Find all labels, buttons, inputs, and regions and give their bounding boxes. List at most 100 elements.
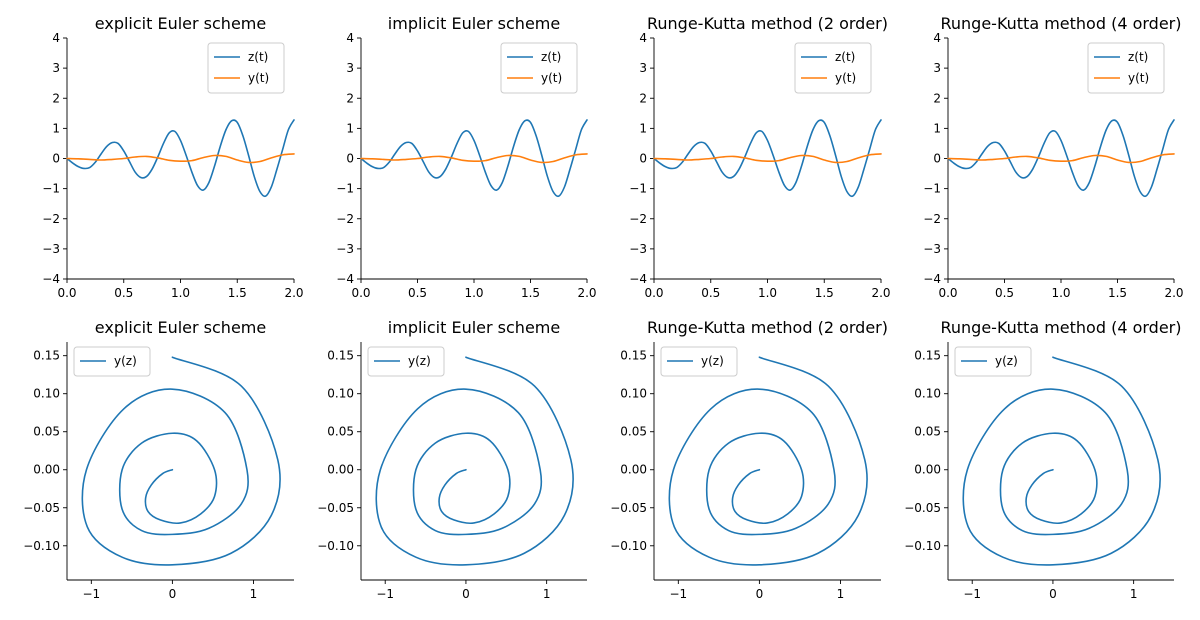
y-tick-label: 2 — [639, 91, 647, 105]
legend: z(t) y(t) — [794, 42, 872, 94]
y-tick-label: −0.10 — [23, 539, 60, 553]
y-tick-label: 4 — [52, 31, 60, 45]
y-tick-label: 3 — [346, 61, 354, 75]
x-tick-label: 2.0 — [871, 286, 890, 300]
y-tick-label: 1 — [346, 121, 354, 135]
legend-box — [500, 42, 578, 94]
y-tick-label: −4 — [42, 272, 60, 286]
y-tick-label: 2 — [52, 91, 60, 105]
legend: y(z) — [367, 346, 445, 377]
legend: z(t) y(t) — [1087, 42, 1165, 94]
y-tick-label: −2 — [42, 212, 60, 226]
series-line-y(t) — [947, 153, 1175, 164]
x-tick-label: 2.0 — [1164, 286, 1183, 300]
y-tick-label: −0.10 — [610, 539, 647, 553]
y-tick-label: 4 — [933, 31, 941, 45]
legend-box — [367, 346, 445, 377]
x-tick-label: −1 — [963, 587, 981, 601]
legend-label: z(t) — [835, 50, 855, 64]
y-tick-label: −2 — [923, 212, 941, 226]
series-line-y(z) — [668, 356, 868, 566]
legend-label: z(t) — [541, 50, 561, 64]
legend-label: y(t) — [248, 71, 269, 85]
legend: y(z) — [660, 346, 738, 377]
x-tick-label: 1.0 — [171, 286, 190, 300]
y-tick-label: −1 — [336, 182, 354, 196]
legend: z(t) y(t) — [207, 42, 285, 94]
y-tick-label: 1 — [639, 121, 647, 135]
x-tick-label: 0 — [462, 587, 470, 601]
y-tick-label: 0.10 — [327, 387, 354, 401]
y-tick-label: 0 — [52, 152, 60, 166]
series-line-z(t) — [66, 119, 295, 198]
x-tick-label: 0.0 — [57, 286, 76, 300]
chart-panel-8: Runge-Kutta method (4 order) −1 0 1 −0.10 −0.… — [904, 318, 1181, 601]
y-tick-label: 0.00 — [327, 463, 354, 477]
y-tick-label: −2 — [336, 212, 354, 226]
x-tick-label: 1.0 — [758, 286, 777, 300]
legend-label: y(t) — [541, 71, 562, 85]
y-tick-label: 0 — [639, 152, 647, 166]
y-tick-label: −4 — [336, 272, 354, 286]
x-tick-label: 0 — [169, 587, 177, 601]
y-tick-label: 3 — [52, 61, 60, 75]
chart-title: explicit Euler scheme — [95, 318, 266, 337]
x-tick-label: 1.0 — [464, 286, 483, 300]
legend: z(t) y(t) — [500, 42, 578, 94]
x-tick-label: 0.0 — [644, 286, 663, 300]
chart-panel-1: explicit Euler scheme 0.0 0.5 1.0 1.5 2.0 −4 −3… — [42, 14, 303, 300]
y-tick-label: −0.05 — [317, 501, 354, 515]
y-tick-label: −0.10 — [317, 539, 354, 553]
x-tick-label: 0.0 — [351, 286, 370, 300]
legend: y(z) — [954, 346, 1032, 377]
series-line-z(t) — [360, 119, 588, 198]
y-tick-label: 0.05 — [33, 425, 60, 439]
legend-box — [73, 346, 151, 377]
x-tick-label: 2.0 — [577, 286, 596, 300]
legend-label: z(t) — [1128, 50, 1148, 64]
legend-label: y(z) — [114, 354, 137, 368]
legend: y(z) — [73, 346, 151, 377]
y-tick-label: 0.15 — [914, 349, 941, 363]
chart-title: Runge-Kutta method (2 order) — [647, 14, 888, 33]
legend-label: y(z) — [408, 354, 431, 368]
y-tick-label: −3 — [629, 242, 647, 256]
x-tick-label: −1 — [82, 587, 100, 601]
x-tick-label: 1 — [250, 587, 258, 601]
x-tick-label: −1 — [669, 587, 687, 601]
y-tick-label: 0.00 — [914, 463, 941, 477]
x-tick-label: 0.5 — [408, 286, 427, 300]
x-tick-label: 1 — [543, 587, 551, 601]
y-tick-label: 0 — [346, 152, 354, 166]
y-tick-label: −4 — [629, 272, 647, 286]
chart-title: Runge-Kutta method (4 order) — [940, 318, 1181, 337]
y-tick-label: −3 — [42, 242, 60, 256]
series-line-y(z) — [962, 356, 1161, 566]
y-tick-label: 0.05 — [327, 425, 354, 439]
chart-panel-7: Runge-Kutta method (2 order) −1 0 1 −0.10 −0.… — [610, 318, 888, 601]
chart-panel-3: Runge-Kutta method (2 order) 0.0 0.5 1.0 1.5… — [629, 14, 890, 300]
y-tick-label: 0.15 — [327, 349, 354, 363]
y-tick-label: −1 — [629, 182, 647, 196]
legend-box — [1087, 42, 1165, 94]
x-tick-label: 0.5 — [701, 286, 720, 300]
x-tick-label: −1 — [376, 587, 394, 601]
x-tick-label: 0 — [1049, 587, 1057, 601]
y-tick-label: 0.10 — [620, 387, 647, 401]
x-tick-label: 1.5 — [815, 286, 834, 300]
x-tick-label: 0.5 — [995, 286, 1014, 300]
y-tick-label: 2 — [933, 91, 941, 105]
y-tick-label: −0.05 — [23, 501, 60, 515]
x-tick-label: 0.0 — [938, 286, 957, 300]
y-tick-label: 0.10 — [914, 387, 941, 401]
chart-title: implicit Euler scheme — [388, 14, 560, 33]
y-tick-label: 1 — [933, 121, 941, 135]
y-tick-label: 4 — [346, 31, 354, 45]
legend-label: y(t) — [835, 71, 856, 85]
legend-box — [207, 42, 285, 94]
y-tick-label: 3 — [933, 61, 941, 75]
chart-panel-5: explicit Euler scheme −1 0 1 −0.10 −0.05 0.00 0… — [23, 318, 294, 601]
legend-label: y(z) — [995, 354, 1018, 368]
chart-title: Runge-Kutta method (4 order) — [940, 14, 1181, 33]
x-tick-label: 1.0 — [1051, 286, 1070, 300]
